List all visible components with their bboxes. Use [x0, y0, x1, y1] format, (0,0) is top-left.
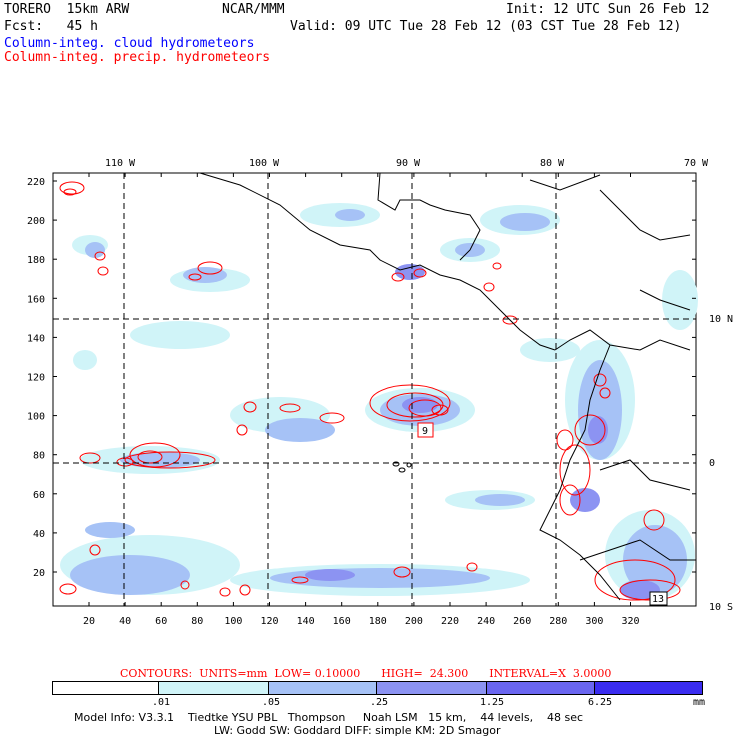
longitude-label: 80 W	[540, 158, 565, 169]
x-index-label: 320	[621, 616, 639, 627]
model-physics: LW: Godd SW: Goddard DIFF: simple KM: 2D…	[214, 724, 501, 737]
max-value-boxes: 9 13	[417, 422, 668, 606]
x-index-label: 180	[369, 616, 387, 627]
colorbar-segment	[376, 681, 487, 695]
lat-lon-grid	[53, 173, 696, 606]
y-index-label: 80	[33, 451, 45, 462]
max-box-label: 9	[422, 426, 428, 437]
y-index-label: 220	[27, 177, 45, 188]
max-box-label: 13	[652, 594, 664, 605]
longitude-label: 110 W	[105, 158, 136, 169]
x-index-label: 40	[119, 616, 131, 627]
x-index-label: 280	[549, 616, 567, 627]
latitude-label: 10 N	[709, 314, 733, 325]
x-index-label: 60	[155, 616, 167, 627]
x-index-label: 260	[513, 616, 531, 627]
y-index-label: 120	[27, 373, 45, 384]
colorbar-segment	[268, 681, 377, 695]
cloud-hydrometeor-shading	[60, 203, 698, 600]
x-index-label: 200	[405, 616, 423, 627]
colorbar-level-label: .25	[370, 697, 389, 708]
x-index-label: 240	[477, 616, 495, 627]
field-precip-label: Column-integ. precip. hydrometeors	[4, 50, 271, 65]
x-index-label: 220	[441, 616, 459, 627]
model-info: Model Info: V3.3.1 Tiedtke YSU PBL Thomp…	[74, 711, 584, 724]
y-index-label: 140	[27, 333, 45, 344]
y-index-label: 200	[27, 216, 45, 227]
org-label: NCAR/MMM	[222, 2, 285, 17]
latitude-label: 10 S	[709, 602, 733, 613]
y-index-label: 100	[27, 412, 45, 423]
x-index-label: 100	[224, 616, 242, 627]
colorbar-segment	[486, 681, 595, 695]
colorbar-level-label: 1.25	[480, 697, 505, 708]
y-index-label: 40	[33, 529, 45, 540]
contour-legend: CONTOURS: UNITS=mm LOW= 0.10000 HIGH= 24…	[120, 667, 612, 680]
coastlines	[199, 172, 696, 601]
precip-hydrometeor-contours	[59, 181, 681, 601]
longitude-label: 70 W	[684, 158, 709, 169]
y-index-label: 20	[33, 568, 45, 579]
latitude-label: 0	[709, 458, 715, 469]
colorbar-level-label: 6.25	[588, 697, 613, 708]
colorbar-segment	[52, 681, 159, 695]
longitude-label: 100 W	[249, 158, 280, 169]
forecast-hour: Fcst: 45 h	[4, 19, 98, 34]
colorbar-segment	[158, 681, 269, 695]
x-index-label: 80	[191, 616, 203, 627]
valid-time: Valid: 09 UTC Tue 28 Feb 12 (03 CST Tue …	[290, 19, 682, 34]
y-index-label: 160	[27, 294, 45, 305]
init-time: Init: 12 UTC Sun 26 Feb 12	[506, 2, 710, 17]
x-index-label: 140	[297, 616, 315, 627]
colorbar-level-label: .01	[152, 697, 171, 708]
x-index-label: 300	[585, 616, 603, 627]
model-title: TORERO 15km ARW	[4, 2, 130, 17]
x-index-label: 20	[83, 616, 95, 627]
x-index-label: 120	[260, 616, 278, 627]
longitude-label: 90 W	[396, 158, 421, 169]
colorbar-unit: mm	[693, 697, 706, 708]
galapagos-islands	[392, 461, 412, 473]
y-index-label: 60	[33, 490, 45, 501]
x-index-label: 160	[333, 616, 351, 627]
colorbar-level-label: .05	[262, 697, 281, 708]
y-index-label: 180	[27, 255, 45, 266]
colorbar-segment	[594, 681, 703, 695]
field-cloud-label: Column-integ. cloud hydrometeors	[4, 36, 255, 51]
